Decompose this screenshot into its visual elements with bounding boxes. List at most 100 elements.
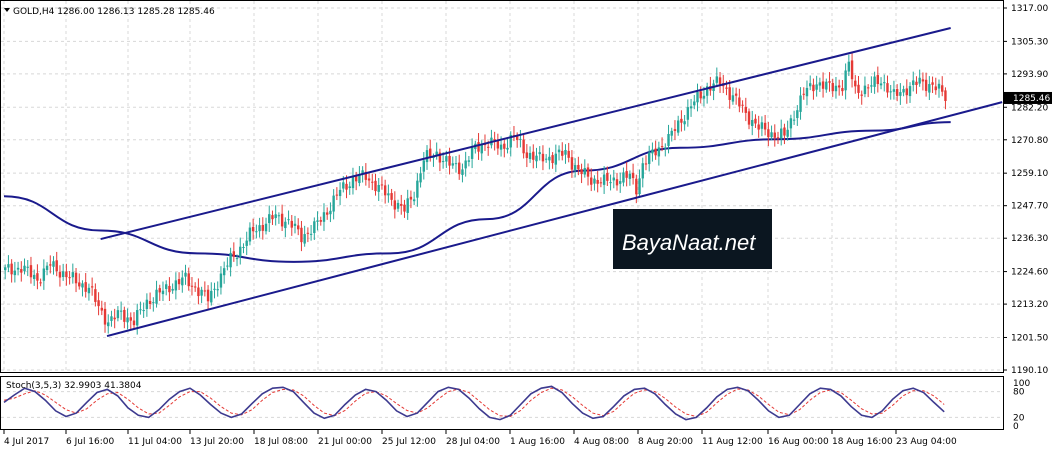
- candle-body: [129, 317, 132, 321]
- candle-body: [580, 169, 583, 175]
- candle-body: [16, 267, 20, 270]
- candle-body: [886, 83, 889, 93]
- time-axis[interactable]: 4 Jul 2017 6 Jul 16:00 11 Jul 04:00 13 Jul …: [3, 430, 957, 447]
- candle-body: [931, 82, 934, 85]
- candle-body: [139, 309, 142, 311]
- candle-body: [364, 171, 368, 180]
- candle-body: [26, 266, 29, 268]
- candle-body: [725, 87, 728, 89]
- candle-body: [203, 290, 207, 292]
- stoch-signal-line: [3, 387, 945, 418]
- time-tick-label: 23 Aug 04:00: [896, 437, 957, 447]
- candle-body: [564, 149, 567, 155]
- candle-body: [277, 215, 281, 217]
- candle-body: [470, 147, 474, 159]
- candle-body: [863, 85, 867, 95]
- candle-body: [190, 285, 194, 287]
- candle-body: [451, 163, 454, 166]
- candle-body: [219, 273, 223, 288]
- candle-body: [734, 93, 738, 96]
- candle-body: [670, 130, 673, 136]
- candle-body: [477, 142, 480, 152]
- time-tick-label: 8 Aug 20:00: [638, 437, 693, 447]
- candle-body: [216, 289, 219, 291]
- candle-body: [229, 252, 232, 268]
- stochastic-layer: [3, 385, 945, 421]
- candle-body: [528, 152, 532, 160]
- candle-body: [200, 289, 203, 296]
- candle-body: [525, 152, 529, 158]
- candle-body: [94, 289, 97, 302]
- current-price-label: 1285.46: [1013, 94, 1050, 104]
- candle-body: [251, 226, 255, 232]
- candle-body: [941, 85, 944, 92]
- candle-body: [480, 144, 483, 154]
- candle-body: [557, 149, 561, 153]
- candle-body: [303, 234, 306, 244]
- candle-body: [32, 274, 36, 279]
- candle-body: [383, 185, 387, 196]
- candle-body: [374, 180, 377, 192]
- candle-body: [148, 300, 152, 304]
- candle-body: [29, 265, 33, 278]
- candle-body: [367, 178, 371, 181]
- time-tick-label: 1 Aug 16:00: [510, 437, 565, 447]
- price-tick-label: 1317.00: [1011, 4, 1048, 14]
- candle-body: [184, 272, 187, 277]
- candle-body: [429, 148, 432, 157]
- candle-body: [535, 155, 538, 162]
- indicator-panel-border: [0, 376, 1004, 430]
- candle-body: [538, 152, 541, 155]
- candle-body: [699, 91, 702, 99]
- candle-body: [660, 146, 664, 148]
- candle-body: [181, 277, 184, 286]
- price-tick-label: 1213.20: [1011, 300, 1048, 310]
- candle-body: [55, 260, 58, 272]
- candle-body: [7, 264, 10, 268]
- candle-body: [126, 317, 129, 323]
- candle-body: [393, 200, 397, 210]
- price-tick-label: 1305.30: [1011, 37, 1048, 47]
- channel-lower-line[interactable]: [106, 101, 1003, 338]
- candle-body: [412, 199, 416, 202]
- candle-body: [422, 160, 425, 172]
- candle-body: [132, 320, 136, 326]
- candle-body: [458, 162, 461, 175]
- indicator-grid: [1, 391, 1003, 418]
- moving-average-line: [3, 121, 951, 263]
- candle-body: [306, 232, 310, 234]
- candle-body: [335, 194, 339, 196]
- candle-body: [345, 183, 348, 190]
- time-tick-label: 25 Jul 12:00: [382, 437, 436, 447]
- candle-body: [718, 77, 722, 85]
- time-tick-label: 16 Aug 00:00: [768, 437, 829, 447]
- candle-body: [767, 129, 770, 138]
- chevron-down-icon[interactable]: [4, 8, 10, 12]
- candle-body: [680, 118, 683, 123]
- candle-body: [503, 143, 506, 149]
- candle-body: [870, 85, 873, 87]
- candle-body: [499, 144, 503, 150]
- channel-upper-line[interactable]: [100, 26, 951, 241]
- candle-body: [770, 132, 773, 138]
- candle-body: [136, 310, 139, 326]
- candle-body: [313, 221, 316, 234]
- candle-body: [783, 127, 786, 136]
- candle-body: [696, 91, 699, 103]
- candle-body: [390, 193, 393, 200]
- candle-body: [548, 156, 551, 161]
- candle-body: [74, 272, 78, 284]
- candle-body: [934, 86, 937, 91]
- candle-body: [789, 118, 793, 129]
- candle-body: [39, 282, 42, 284]
- candle-body: [158, 288, 161, 293]
- candle-body: [612, 177, 615, 181]
- candle-body: [258, 225, 261, 232]
- candle-body: [532, 151, 535, 160]
- candle-body: [107, 322, 110, 327]
- candle-body: [825, 81, 828, 90]
- candle-body: [728, 87, 731, 100]
- candle-body: [245, 240, 248, 246]
- price-axis[interactable]: 1317.00 1305.30 1293.90 1282.20 1270.80 1259.…: [1003, 4, 1048, 376]
